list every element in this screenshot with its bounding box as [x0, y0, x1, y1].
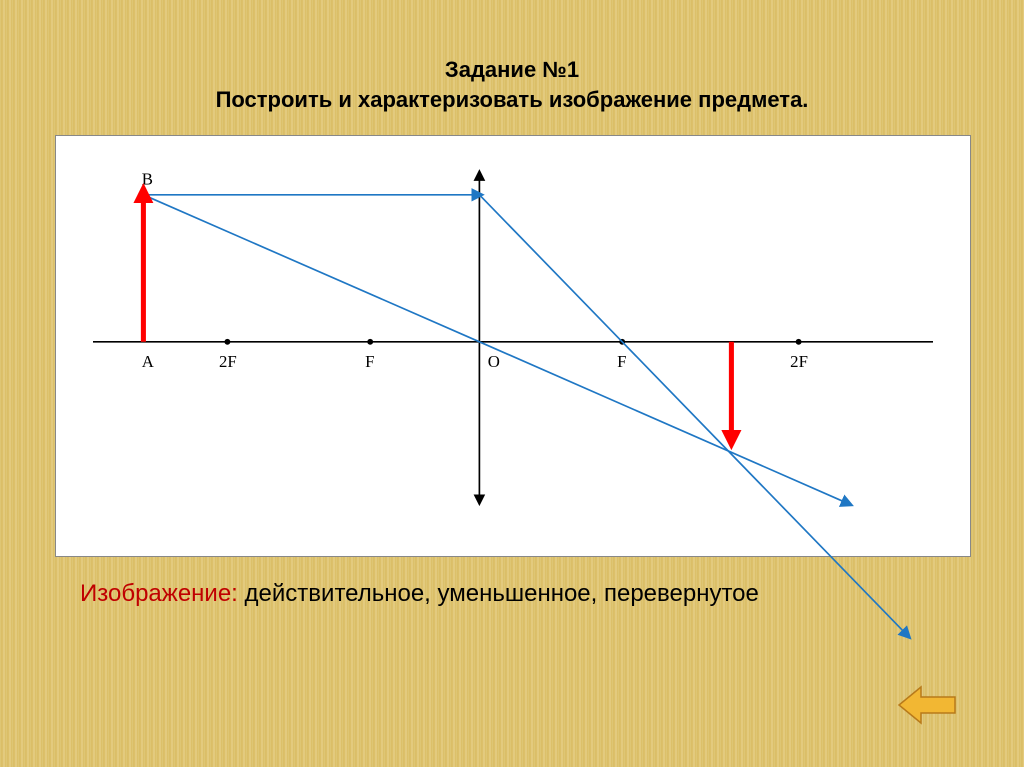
- svg-text:2F: 2F: [219, 352, 237, 371]
- caption-label: Изображение:: [80, 580, 245, 607]
- title-line-2: Построить и характеризовать изображение …: [216, 87, 809, 112]
- diagram-svg: A 2F F О F 2F B: [56, 136, 970, 556]
- svg-text:О: О: [488, 352, 500, 371]
- slide: Задание №1 Построить и характеризовать и…: [0, 0, 1024, 767]
- svg-text:F: F: [365, 352, 374, 371]
- caption-value: действительное, уменьшенное, перевернуто…: [245, 580, 759, 607]
- slide-title: Задание №1 Построить и характеризовать и…: [0, 55, 1024, 114]
- arrow-left-icon: [895, 683, 959, 727]
- optics-diagram: A 2F F О F 2F B: [55, 135, 971, 557]
- svg-text:B: B: [142, 170, 153, 189]
- svg-text:2F: 2F: [790, 352, 808, 371]
- svg-text:A: A: [142, 352, 154, 371]
- title-line-1: Задание №1: [445, 57, 579, 82]
- image-caption: Изображение: действительное, уменьшенное…: [80, 580, 759, 608]
- back-button[interactable]: [895, 683, 959, 727]
- svg-text:F: F: [617, 352, 626, 371]
